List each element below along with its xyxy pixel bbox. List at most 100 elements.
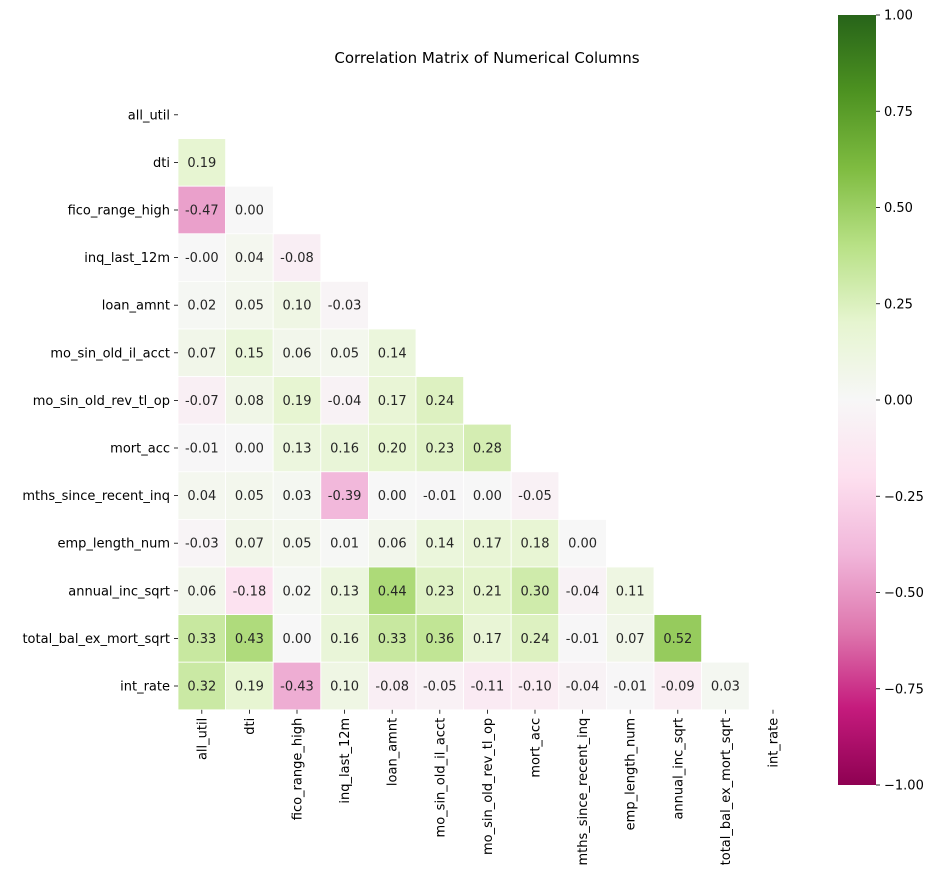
cell-value-label: -0.43	[280, 680, 314, 695]
cell-value-label: -0.11	[471, 680, 505, 695]
colorbar-tick-label: 0.25	[884, 297, 913, 312]
y-tick-label: dti	[153, 156, 170, 171]
x-tick-label: mort_acc	[529, 718, 544, 778]
cell-value-label: -0.04	[566, 680, 600, 695]
x-tick-label: loan_amnt	[386, 718, 401, 786]
cell-value-label: 0.17	[378, 394, 407, 409]
heatmap-cell	[510, 566, 560, 615]
cell-value-label: -0.04	[328, 394, 362, 409]
y-tick-label: inq_last_12m	[84, 251, 170, 266]
heatmap-cell	[367, 376, 417, 425]
cell-value-label: 0.02	[187, 299, 216, 314]
colorbar-tick-label: −0.50	[884, 586, 924, 601]
cell-value-label: 0.00	[283, 632, 312, 647]
heatmap-cell	[272, 519, 322, 568]
heatmap-cell	[463, 661, 512, 711]
x-tick-label: annual_inc_sqrt	[671, 718, 686, 820]
heatmap-cell	[272, 471, 322, 520]
y-tick-label: annual_inc_sqrt	[68, 584, 170, 599]
heatmap-cell	[272, 376, 322, 425]
y-tick-label: mort_acc	[110, 442, 170, 457]
colorbar-tick-label: 0.75	[884, 105, 913, 120]
heatmap-cell	[463, 519, 512, 568]
cell-value-label: 0.23	[425, 584, 454, 599]
cell-value-label: 0.32	[187, 680, 216, 695]
cell-value-label: 0.08	[235, 394, 264, 409]
colorbar	[838, 15, 876, 785]
cell-value-label: 0.14	[378, 346, 407, 361]
x-tick-label: emp_length_num	[624, 718, 639, 831]
cell-value-label: 0.05	[330, 346, 359, 361]
cell-value-label: 0.04	[187, 489, 216, 504]
colorbar-tick-label: 1.00	[884, 9, 913, 24]
cell-value-label: 0.02	[283, 584, 312, 599]
heatmap-cells: 0.19 -0.47 0.00 -0.00 0.04 -0.08 0.02 0.05 0.10 -…	[177, 138, 750, 711]
cell-value-label: -0.03	[328, 299, 362, 314]
heatmap-cell	[177, 471, 226, 520]
colorbar-ticks: 1.00 0.75 0.50 0.25 0.00 −0.25 −0.50 −0.75 −1.00	[876, 9, 924, 794]
cell-value-label: 0.10	[330, 680, 359, 695]
heatmap-cell	[177, 566, 226, 615]
cell-value-label: 0.15	[235, 346, 264, 361]
heatmap-cell	[558, 519, 607, 568]
cell-value-label: 0.06	[187, 584, 216, 599]
cell-value-label: 0.24	[521, 632, 550, 647]
heatmap-cell	[415, 376, 464, 425]
cell-value-label: -0.04	[566, 584, 600, 599]
cell-value-label: 0.19	[235, 680, 264, 695]
cell-value-label: 0.00	[235, 204, 264, 219]
heatmap-cell	[415, 614, 464, 663]
cell-value-label: -0.07	[185, 394, 219, 409]
cell-value-label: 0.14	[425, 537, 454, 552]
heatmap-cell	[558, 661, 607, 711]
cell-value-label: 0.06	[378, 537, 407, 552]
cell-value-label: 0.11	[616, 584, 645, 599]
heatmap-cell	[320, 376, 369, 425]
heatmap-cell	[272, 566, 322, 615]
cell-value-label: 0.05	[235, 489, 264, 504]
cell-value-label: -0.08	[375, 680, 409, 695]
heatmap-cell	[320, 661, 369, 711]
cell-value-label: 0.03	[711, 680, 740, 695]
heatmap-cell	[225, 661, 274, 711]
heatmap-cell	[225, 328, 274, 377]
heatmap-cell	[225, 566, 274, 615]
colorbar-tick-label: −0.75	[884, 682, 924, 697]
heatmap-cell	[177, 661, 226, 711]
cell-value-label: -0.39	[328, 489, 362, 504]
colorbar-tick-label: −1.00	[884, 779, 924, 794]
heatmap-cell	[510, 661, 560, 711]
cell-value-label: 0.19	[187, 156, 216, 171]
x-tick-label: mo_sin_old_rev_tl_op	[481, 718, 496, 855]
cell-value-label: 0.07	[187, 346, 216, 361]
heatmap-cell	[320, 328, 369, 377]
cell-value-label: 0.06	[283, 346, 312, 361]
x-tick-label: dti	[243, 718, 258, 735]
cell-value-label: 0.36	[425, 632, 454, 647]
cell-value-label: 0.05	[235, 299, 264, 314]
cell-value-label: 0.23	[425, 442, 454, 457]
x-axis-labels: all_util dti fico_range_high inq_last_12m lo…	[195, 709, 782, 865]
cell-value-label: 0.00	[378, 489, 407, 504]
heatmap-cell	[463, 423, 512, 473]
heatmap-cell	[415, 661, 464, 711]
cell-value-label: 0.13	[283, 442, 312, 457]
colorbar-tick-label: −0.25	[884, 490, 924, 505]
cell-value-label: -0.01	[566, 632, 600, 647]
heatmap-cell	[177, 519, 226, 568]
heatmap-cell	[415, 423, 464, 473]
y-tick-label: fico_range_high	[68, 204, 170, 219]
cell-value-label: 0.30	[521, 584, 550, 599]
cell-value-label: 0.33	[187, 632, 216, 647]
cell-value-label: 0.17	[473, 632, 502, 647]
x-tick-label: int_rate	[767, 718, 782, 768]
cell-value-label: 0.18	[521, 537, 550, 552]
heatmap-cell	[177, 614, 226, 663]
y-tick-label: int_rate	[120, 680, 170, 695]
heatmap-cell	[320, 519, 369, 568]
x-tick-label: all_util	[195, 718, 210, 760]
heatmap-cell	[415, 566, 464, 615]
heatmap-cell	[558, 614, 607, 663]
heatmap-cell	[367, 566, 417, 615]
